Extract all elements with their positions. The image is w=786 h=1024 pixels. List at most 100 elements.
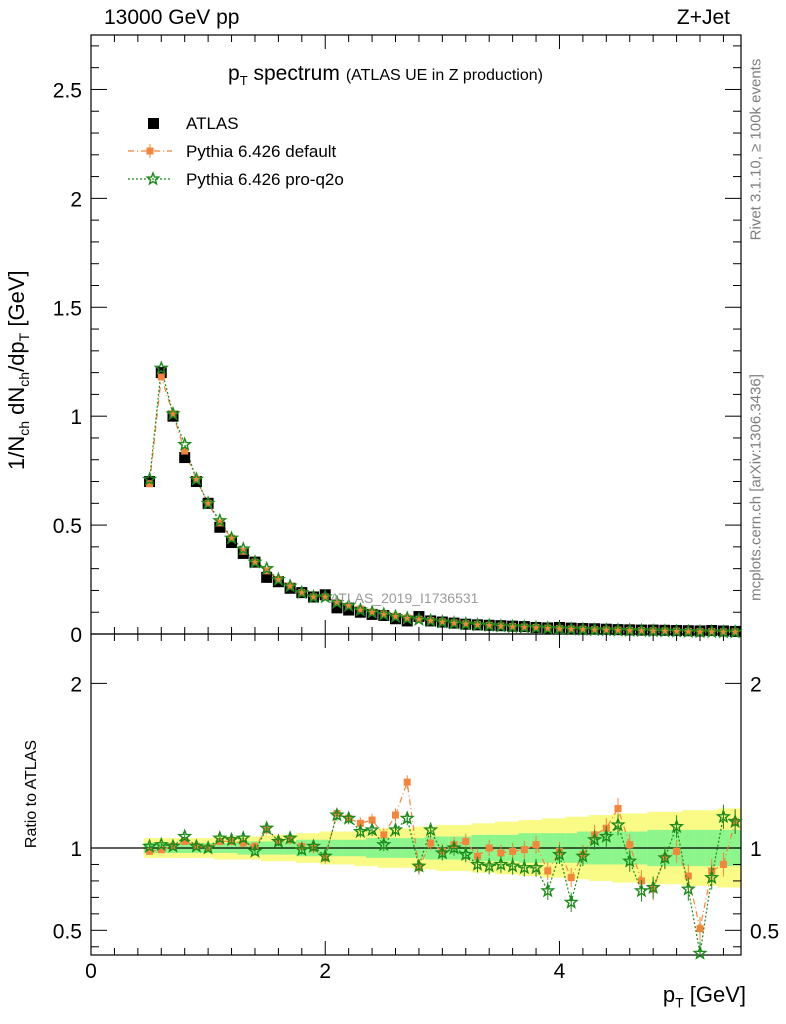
default-point [684,627,692,635]
ratio-default-point [380,831,388,839]
analysis-watermark: ATLAS_2019_I1736531 [330,590,479,606]
legend-markers [128,118,172,186]
default-point [637,627,645,635]
default-point [731,628,739,636]
ratio-default-point [520,846,528,854]
ratio-proq2o-point [551,846,568,862]
default-point [696,628,704,636]
proq2o-point [645,622,661,638]
atlas-data-point [179,452,191,464]
atlas-data-point [214,521,226,533]
legend-marker-proq2o [145,171,161,186]
proq2o-point [434,613,451,629]
proq2o-point [411,611,427,626]
proq2o-point [540,620,556,635]
ratio-default-point [626,841,634,849]
default-point [567,625,575,633]
ratio-proq2o-point [270,833,287,848]
default-point [157,373,165,381]
ratio-proq2o-point [317,848,333,863]
proq2o-point [317,588,333,604]
proq2o-point [200,495,216,510]
default-point [544,624,552,632]
proq2o-point [259,560,275,576]
x-tick-label: 4 [554,960,566,983]
proq2o-point [153,360,169,375]
ratio-proq2o-point [305,838,322,853]
ratio-default-point [473,852,481,860]
ratio-proq2o-point [727,813,743,829]
ratio-proq2o-point [200,840,216,855]
ratio-proq2o-point [563,894,579,909]
ratio-proq2o-point [282,830,298,845]
ratio-default-point [497,849,505,857]
default-point [438,618,446,626]
ratio-proq2o-point [153,836,169,852]
default-point [392,612,400,620]
proq2o-point [446,615,462,630]
default-point [192,475,200,483]
ratio-default-point [567,874,575,882]
y-tick-label: 0 [70,624,82,647]
proq2o-point [387,608,404,624]
default-point [708,628,716,636]
ratio-default-point [462,837,470,845]
ratio-default-point [719,860,727,868]
mcplots-reference-label: mcplots.cern.ch [arXiv:1306.3436] [747,374,765,601]
ratio-default-point [673,847,681,855]
proq2o-point [352,602,369,617]
proq2o-point [516,619,532,634]
ratio-tick-label-right: 1 [750,838,762,861]
ratio-proq2o-point [376,836,392,852]
proq2o-point [305,589,322,604]
proq2o-point [212,512,228,528]
ratio-proq2o-point [434,844,451,860]
proq2o-point [177,436,193,452]
proq2o-point [422,612,439,628]
proq2o-point [622,622,638,638]
default-point [673,627,681,635]
rivet-version-label: Rivet 3.1.10, ≥ 100k events [747,58,765,241]
default-point [380,610,388,618]
default-point [427,616,435,624]
ratio-proq2o-point [469,856,486,871]
proq2o-point [493,618,509,633]
proq2o-point [715,623,732,639]
atlas-data-point [261,571,273,583]
ratio-proq2o-point [704,869,720,885]
atlas-data-point [226,537,238,549]
ratio-proq2o-point [481,858,497,873]
ratio-proq2o-point [387,821,404,837]
default-point [462,620,470,628]
legend-label-atlas: ATLAS [186,114,239,133]
ratio-proq2o-point [223,831,240,847]
ratio-proq2o-point [504,858,521,873]
proq2o-point [469,616,486,632]
ratio-proq2o-point [141,838,158,853]
proq2o-point [528,619,544,635]
proq2o-point [657,623,673,638]
default-point [345,602,353,610]
default-point [228,534,236,542]
y-tick-label: 1.5 [53,297,82,320]
default-point [579,625,587,633]
default-point [649,627,657,635]
default-point [333,598,341,606]
ratio-default-point [356,819,364,827]
ratio-default-point [181,837,189,845]
default-point [591,626,599,634]
proq2o-point [633,622,650,638]
proq2o-point [247,554,263,569]
ratio-default-point [146,847,154,855]
ratio-proq2o-point [528,859,544,875]
proq2o-point [376,606,392,621]
default-point [520,623,528,631]
ratio-default-point [614,804,622,812]
proq2o-point [329,594,345,609]
proq2o-point [270,571,287,586]
ratio-default-point [368,816,376,824]
ratio-proq2o-point [446,839,462,855]
ratio-proq2o-point [352,823,369,838]
ratio-tick-label-right: 2 [750,673,762,696]
default-point [298,589,306,597]
